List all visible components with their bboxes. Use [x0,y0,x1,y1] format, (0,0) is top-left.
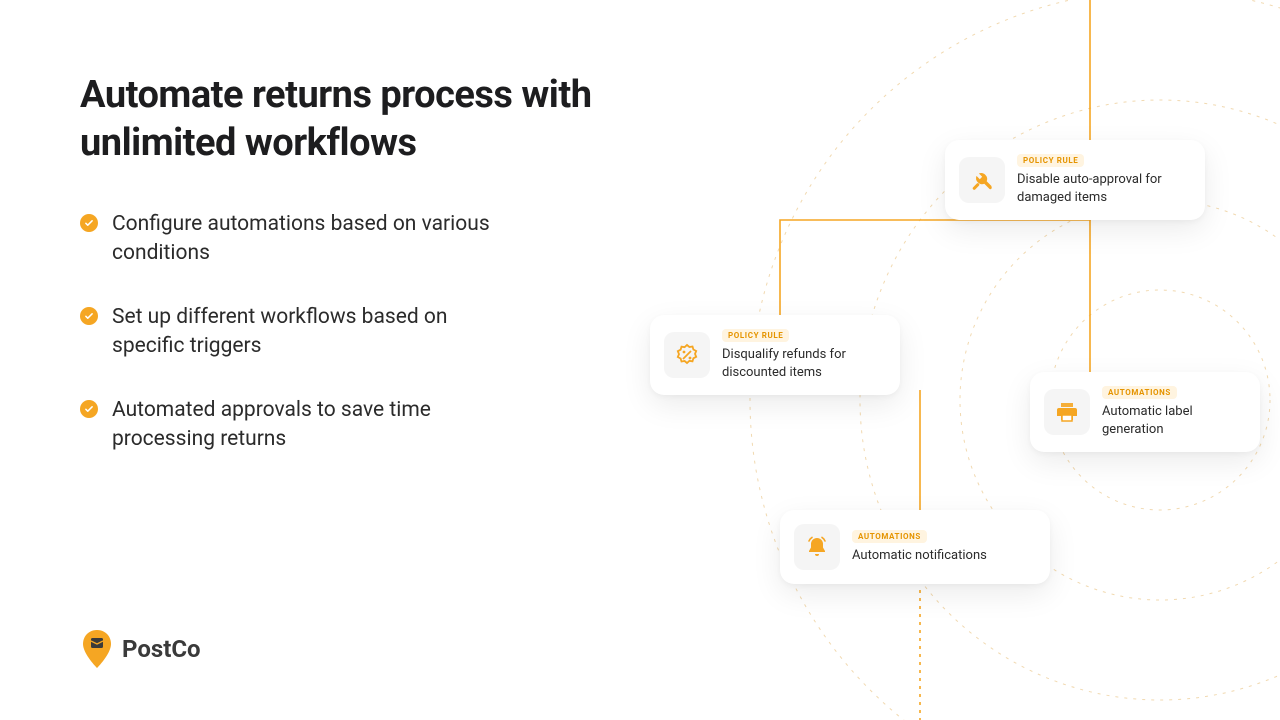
workflow-card-notifications: AUTOMATIONS Automatic notifications [780,510,1050,584]
bullet-text: Set up different workflows based on spec… [112,303,510,362]
workflow-card-disqualify-refunds: POLICY RULE Disqualify refunds for disco… [650,315,900,395]
feature-bullets: Configure automations based on various c… [80,210,510,488]
badge-automations: AUTOMATIONS [852,530,927,543]
card-title: Automatic notifications [852,547,987,565]
check-icon [80,307,98,325]
check-icon [80,214,98,232]
headline: Automate returns process with unlimited … [80,72,600,167]
badge-automations: AUTOMATIONS [1102,386,1177,399]
logo-pin-icon [80,628,114,670]
badge-policy-rule: POLICY RULE [1017,154,1084,167]
brand-logo: PostCo [80,628,201,670]
card-title: Disable auto-approval for damaged items [1017,171,1187,206]
card-title: Disqualify refunds for discounted items [722,346,882,381]
check-icon [80,400,98,418]
workflow-diagram: POLICY RULE Disable auto-approval for da… [600,0,1280,720]
bullet-text: Configure automations based on various c… [112,210,510,269]
workflow-card-disable-auto-approval: POLICY RULE Disable auto-approval for da… [945,140,1205,220]
card-title: Automatic label generation [1102,403,1242,438]
bullet-text: Automated approvals to save time process… [112,396,510,455]
brand-name: PostCo [122,635,201,663]
badge-policy-rule: POLICY RULE [722,329,789,342]
workflow-card-label-generation: AUTOMATIONS Automatic label generation [1030,372,1260,452]
tools-icon [959,157,1005,203]
printer-icon [1044,389,1090,435]
bullet-item: Set up different workflows based on spec… [80,303,510,362]
percent-badge-icon [664,332,710,378]
bullet-item: Automated approvals to save time process… [80,396,510,455]
bell-icon [794,524,840,570]
bullet-item: Configure automations based on various c… [80,210,510,269]
